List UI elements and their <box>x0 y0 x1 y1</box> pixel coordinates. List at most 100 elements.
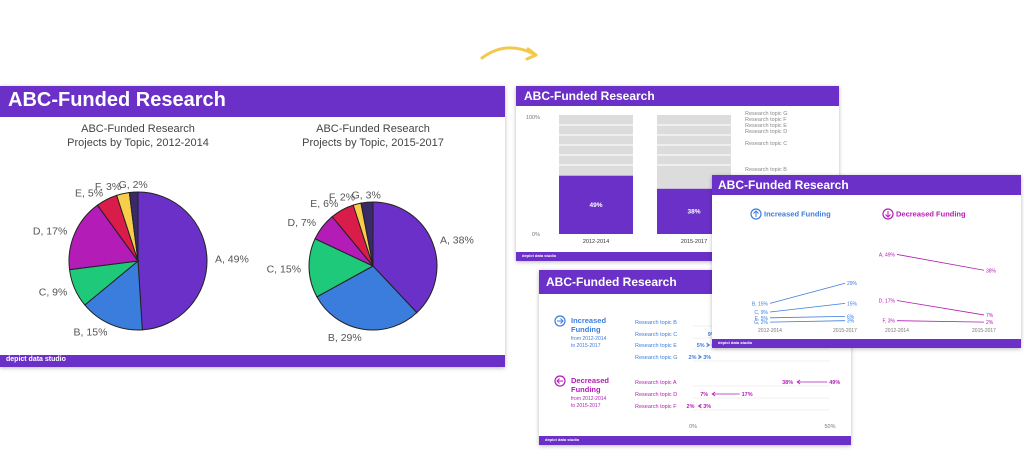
pie-label-g: G, 2% <box>119 179 148 191</box>
dot-row-label: Research topic F <box>635 404 677 410</box>
bar-slide-footer-bar: depict data studio <box>516 252 839 261</box>
slope-line-d <box>896 300 985 316</box>
stacked-bar-chart: 100% 0% 49% 2012-2014 38% 2015-2017 Research t… <box>526 111 788 245</box>
bar-value-label: 49% <box>589 202 602 209</box>
main-slide-title-bar: ABC-Funded Research <box>0 86 505 117</box>
pie-slice-g <box>128 191 139 262</box>
pie-slice-c <box>308 238 375 298</box>
dot-group-sub-line1: from 2012-2014 <box>571 336 607 342</box>
slope-line-g <box>769 320 846 323</box>
curved-arrow-icon <box>480 46 538 61</box>
pie-label-b: B, 15% <box>74 327 108 339</box>
dot-from-label: 9% <box>708 332 716 338</box>
slope-panel-heading: Increased Funding <box>764 210 831 219</box>
dot-slide-footer: depict data studio <box>545 437 580 442</box>
dot-to-label: 7% <box>700 392 708 398</box>
bar-slide-footer: depict data studio <box>522 253 557 258</box>
increase-arrow-icon <box>750 208 762 220</box>
slope-start-label: F, 3% <box>882 319 895 325</box>
slope-end-label: 29% <box>847 281 858 287</box>
pie-slice-b <box>316 265 418 331</box>
increase-arrow-icon <box>554 315 566 327</box>
main-slide-footer: depict data studio <box>6 356 66 363</box>
dot-row-label: Research topic G <box>635 355 678 361</box>
bar-value-label: 38% <box>687 208 700 215</box>
pie-slice-a <box>137 191 208 331</box>
pie-label-f: F, 2% <box>329 191 355 203</box>
dot-arrowhead <box>796 379 801 385</box>
slope-line-a <box>896 254 985 271</box>
pie-chart-left: ABC-Funded Research Projects by Topic, 20… <box>33 123 249 339</box>
pie-slice-a <box>372 201 438 314</box>
dot-from-label: 17% <box>742 392 753 398</box>
dot-group-sub-line2: to 2015-2017 <box>571 343 601 349</box>
dot-group-sub-line2: to 2015-2017 <box>571 403 601 409</box>
slope-start-label: D, 17% <box>879 299 896 305</box>
bar-legend-label: Research topic F <box>745 117 787 123</box>
bar-legend-label: Research topic G <box>745 111 788 117</box>
bar-legend-label: Research topic D <box>745 129 787 135</box>
slope-end-label: 38% <box>986 268 997 274</box>
pie-label-a: A, 49% <box>215 254 249 266</box>
slope-line-f <box>896 320 985 323</box>
bar-slide-title: ABC-Funded Research <box>524 89 655 103</box>
bar-ytick-100: 100% <box>526 115 540 121</box>
pie-slice-d <box>68 204 139 271</box>
pie-label-d: D, 7% <box>288 217 317 229</box>
decrease-arrow-icon <box>882 208 894 220</box>
pie-label-c: C, 9% <box>39 287 68 299</box>
dot-slide-title: ABC-Funded Research <box>546 275 677 289</box>
pie-title-line1: ABC-Funded Research <box>81 123 195 135</box>
bar-category-label: 2015-2017 <box>681 239 707 245</box>
slope-start-label: A, 49% <box>879 252 896 258</box>
slope-slide-title-bar: ABC-Funded Research <box>712 175 1021 195</box>
slope-line-b <box>769 282 846 304</box>
main-slide-title: ABC-Funded Research <box>8 89 226 111</box>
dot-row-label: Research topic C <box>635 332 677 338</box>
pie-label-d: D, 17% <box>33 225 67 237</box>
dot-row-label: Research topic D <box>635 392 677 398</box>
slope-end-label: 3% <box>847 319 855 325</box>
dot-from-label: 3% <box>703 404 711 410</box>
pie-label-g: G, 3% <box>352 189 381 201</box>
arrow-glyph <box>753 210 759 217</box>
dot-row-label: Research topic B <box>635 320 677 326</box>
pie-label-e: E, 6% <box>310 198 338 210</box>
slope-chart-slide: ABC-Funded Research Increased Funding B, … <box>712 175 1021 348</box>
slope-panel-heading: Decreased Funding <box>896 210 966 219</box>
dot-to-label: 3% <box>703 355 711 361</box>
arrow-glyph <box>557 318 564 324</box>
slope-end-label: 7% <box>986 313 994 319</box>
dot-slide-footer-bar: depict data studio <box>539 436 851 445</box>
pie-slice-g <box>360 201 374 267</box>
dot-xtick-0: 0% <box>689 424 697 430</box>
slope-xtick-end: 2015-2017 <box>833 328 857 334</box>
dot-group-sub-line1: from 2012-2014 <box>571 396 607 402</box>
slope-start-label: E, 5% <box>755 316 769 322</box>
dot-group-heading-line1: Decreased <box>571 376 609 385</box>
arrow-glyph <box>556 378 563 384</box>
dot-group-heading-line2: Funding <box>571 325 601 334</box>
slope-line-e <box>769 315 846 319</box>
slope-line-c <box>769 303 846 313</box>
slope-slide-title: ABC-Funded Research <box>718 178 849 192</box>
pie-label-b: B, 29% <box>328 332 362 344</box>
slope-end-label: 2% <box>986 320 994 326</box>
bar-topic-a <box>559 175 633 234</box>
pie-label-f: F, 3% <box>95 181 121 193</box>
pie-title-line2: Projects by Topic, 2015-2017 <box>302 137 444 149</box>
dot-to-label: 38% <box>782 380 793 386</box>
dot-group-heading-line2: Funding <box>571 385 601 394</box>
dot-to-label: 2% <box>687 404 695 410</box>
decrease-arrow-icon <box>554 375 566 387</box>
dot-xtick-50: 50% <box>824 424 835 430</box>
slope-slide-footer: depict data studio <box>718 340 753 345</box>
pie-label-a: A, 38% <box>440 234 474 246</box>
main-slide-footer-bar: depict data studio <box>0 355 505 367</box>
slope-end-label: 6% <box>847 314 855 320</box>
slope-xtick-end: 2015-2017 <box>972 328 996 334</box>
bar-legend-label: Research topic E <box>745 123 787 129</box>
dot-arrowhead <box>697 354 702 360</box>
stacked-bar-slide: ABC-Funded Research 100% 0% 49% 2012-2014 38… <box>516 86 839 261</box>
